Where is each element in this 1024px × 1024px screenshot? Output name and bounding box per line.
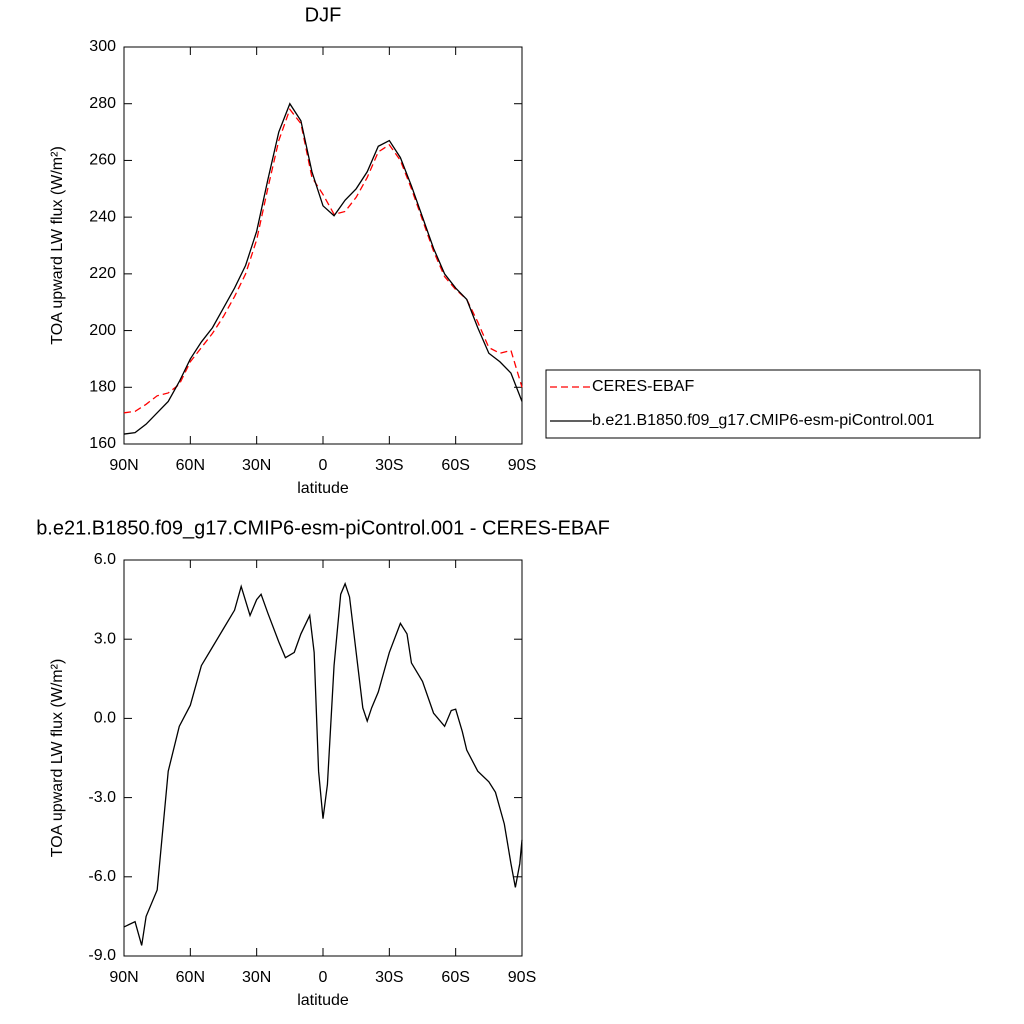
y-tick-label: 220 bbox=[89, 265, 116, 282]
y-tick-label: 280 bbox=[89, 95, 116, 112]
y-tick-label: 0.0 bbox=[94, 710, 116, 727]
x-tick-label: 60S bbox=[441, 457, 469, 474]
plot-frame bbox=[123, 559, 523, 957]
legend-label: b.e21.B1850.f09_g17.CMIP6-esm-piControl.… bbox=[592, 412, 935, 429]
y-tick-label: 3.0 bbox=[94, 630, 116, 647]
x-tick-label: 60N bbox=[176, 969, 205, 986]
x-tick-label: 30N bbox=[242, 969, 271, 986]
legend-box bbox=[545, 369, 981, 439]
x-tick-label: 30S bbox=[375, 969, 403, 986]
chart-title: DJF bbox=[305, 4, 342, 26]
y-tick-label: 240 bbox=[89, 208, 116, 225]
y-tick-label: 300 bbox=[89, 38, 116, 55]
y-tick-label: -6.0 bbox=[88, 868, 116, 885]
y-tick-label: 200 bbox=[89, 322, 116, 339]
x-tick-label: 60N bbox=[176, 457, 205, 474]
data-line bbox=[123, 102, 523, 435]
x-tick-label: 0 bbox=[319, 457, 328, 474]
data-line bbox=[123, 581, 523, 946]
x-tick-label: 90N bbox=[109, 457, 138, 474]
x-tick-label: 90S bbox=[508, 457, 536, 474]
x-tick-label: 90N bbox=[109, 969, 138, 986]
x-tick-label: 0 bbox=[319, 969, 328, 986]
y-tick-label: -9.0 bbox=[88, 947, 116, 964]
chart-title: b.e21.B1850.f09_g17.CMIP6-esm-piControl.… bbox=[36, 517, 610, 539]
x-axis-label: latitude bbox=[297, 992, 349, 1009]
y-tick-label: 6.0 bbox=[94, 551, 116, 568]
x-tick-label: 30N bbox=[242, 457, 271, 474]
legend-label: CERES-EBAF bbox=[592, 378, 694, 395]
y-tick-label: -3.0 bbox=[88, 789, 116, 806]
y-tick-label: 260 bbox=[89, 152, 116, 169]
y-axis-label: TOA upward LW flux (W/m²) bbox=[49, 659, 66, 858]
y-tick-label: 160 bbox=[89, 435, 116, 452]
x-tick-label: 90S bbox=[508, 969, 536, 986]
y-axis-label: TOA upward LW flux (W/m²) bbox=[49, 146, 66, 345]
x-axis-label: latitude bbox=[297, 480, 349, 497]
y-tick-label: 180 bbox=[89, 379, 116, 396]
x-tick-label: 30S bbox=[375, 457, 403, 474]
x-tick-label: 60S bbox=[441, 969, 469, 986]
plot-frame bbox=[123, 46, 523, 445]
data-line bbox=[123, 108, 523, 414]
